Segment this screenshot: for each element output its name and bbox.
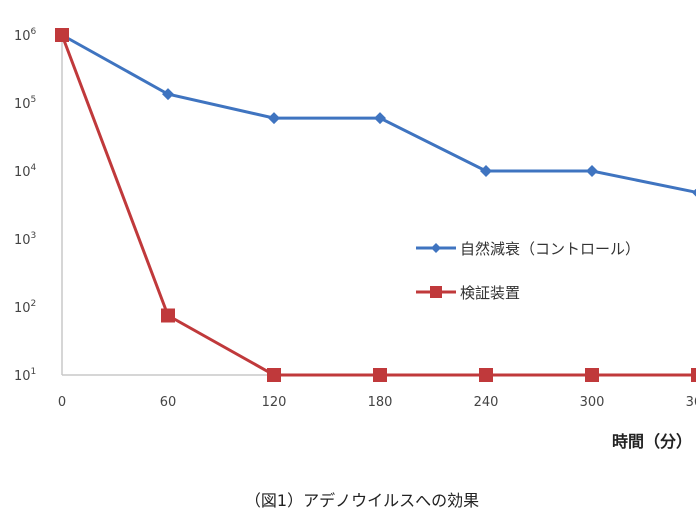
data-point-square xyxy=(479,368,493,382)
x-tick-label: 60 xyxy=(160,395,177,410)
y-tick-label: 101 xyxy=(14,367,36,384)
data-point-diamond xyxy=(480,165,492,177)
x-tick-label: 0 xyxy=(58,395,66,410)
legend-label: 検証装置 xyxy=(460,284,520,302)
data-point-square xyxy=(691,368,696,382)
x-tick-label: 360 xyxy=(686,395,696,410)
y-tick-label: 105 xyxy=(14,95,36,112)
figure-caption: （図1）アデノウイルスへの効果 xyxy=(245,491,479,510)
legend-marker-square xyxy=(430,286,442,298)
data-point-square xyxy=(585,368,599,382)
data-point-square xyxy=(267,368,281,382)
x-tick-label: 240 xyxy=(474,395,499,410)
y-tick-label: 103 xyxy=(14,231,36,248)
data-point-square xyxy=(161,308,175,323)
legend-marker-diamond xyxy=(431,243,441,253)
data-point-diamond xyxy=(692,188,696,197)
series-line xyxy=(60,34,696,377)
x-tick-label: 180 xyxy=(368,395,393,410)
data-point-square xyxy=(373,368,387,382)
data-point-diamond xyxy=(586,165,598,177)
data-point-square xyxy=(55,28,69,42)
data-point-diamond xyxy=(162,88,174,101)
data-point-diamond xyxy=(268,112,280,125)
x-tick-label: 120 xyxy=(262,395,287,410)
y-tick-label: 102 xyxy=(14,299,36,316)
y-tick-label: 106 xyxy=(14,27,37,44)
y-tick-label: 104 xyxy=(14,163,37,180)
x-axis-label: 時間（分） xyxy=(612,432,692,451)
data-point-diamond xyxy=(374,112,386,125)
legend-label: 自然減衰（コントロール） xyxy=(460,240,640,258)
x-tick-label: 300 xyxy=(580,395,605,410)
